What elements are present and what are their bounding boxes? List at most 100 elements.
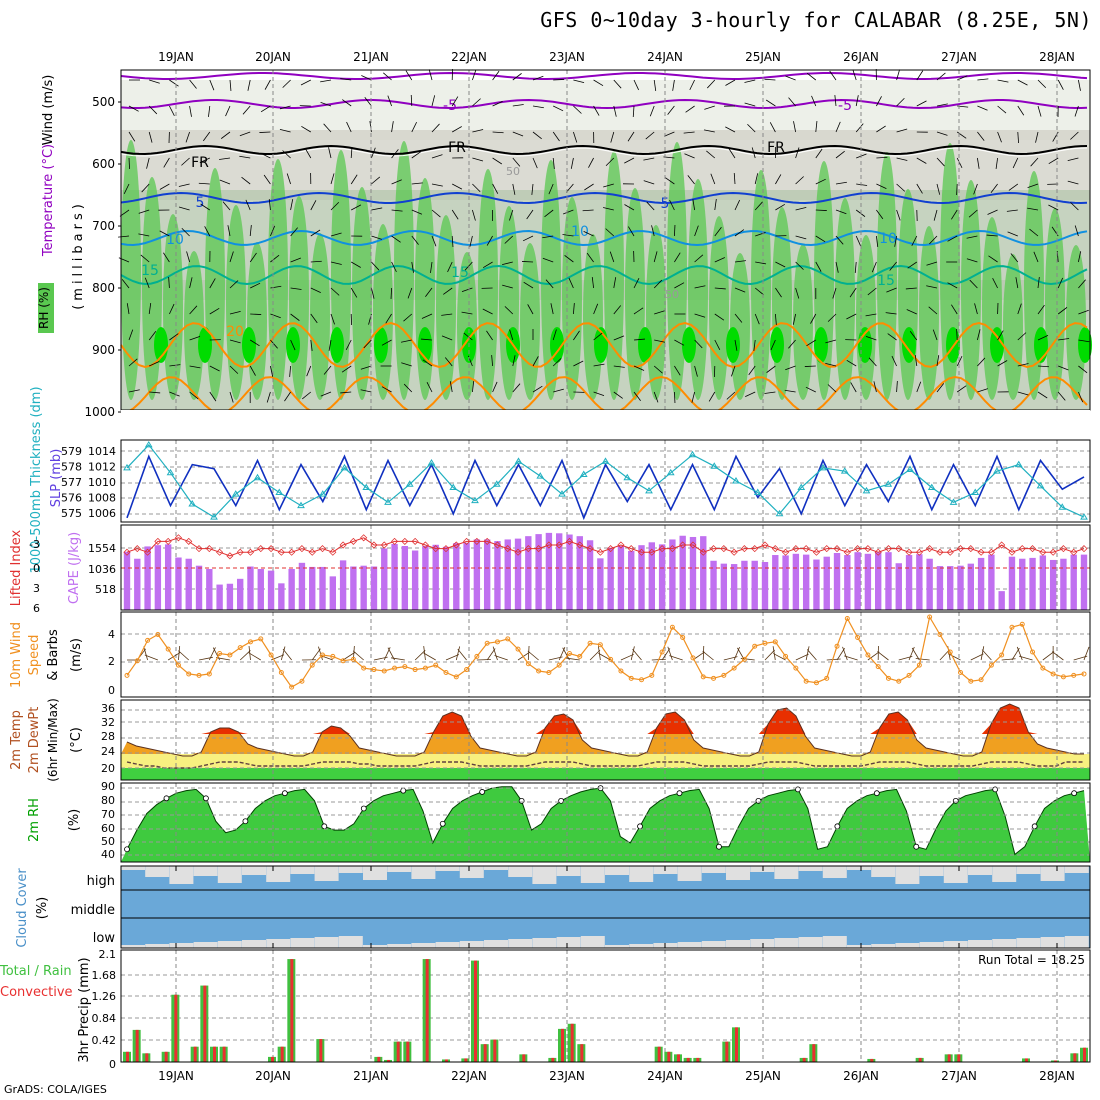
cloud-low-block [580,936,605,948]
wind-barb [672,79,675,91]
wind-barb [241,176,251,185]
rh-plume [1003,254,1023,400]
wind-barb [1037,277,1040,289]
wind-barb [769,122,776,133]
wind-barb [209,79,215,91]
rh-core [242,327,256,363]
li-marker [246,548,255,556]
wind10-marker [556,662,562,668]
li-marker [648,548,656,556]
date-label-bottom: 25JAN [745,1069,781,1083]
li-marker [812,548,821,556]
cape-bar [638,545,645,610]
cape-bar [319,566,326,610]
wind-barb [1057,277,1064,289]
wind-barb [1017,363,1029,367]
cape-bar [854,552,861,610]
wind-barb [189,391,199,400]
wind-barb [430,261,433,273]
thickness-marker [123,463,131,471]
wind-barb [745,391,756,398]
cloud-low-block [992,939,1017,948]
wind-barb [428,69,433,81]
precip-units: 3hr Precip (mm) [77,957,92,1062]
precip-conv-bar [319,1039,323,1062]
cloud-low-block [1016,938,1041,948]
wind-barb [889,261,897,271]
wind-barb [593,391,605,396]
slp-line [126,454,1085,521]
wind10-units: (m/s) [69,638,84,672]
wind-barb [793,121,796,133]
wind-barb [482,308,493,315]
cloud-high-block [363,866,387,880]
wind10-barb [445,654,460,661]
wind-barb [1070,202,1079,211]
wind-barb [330,201,340,211]
wind-barb [832,287,837,299]
wind-barb [734,229,745,237]
wind-barb [149,79,160,84]
wind10-barb [390,657,405,661]
wind10-marker [988,662,994,668]
wind10-marker [844,615,850,621]
wind10-marker [906,672,912,678]
cloud-low-block [847,945,871,948]
wind-barb [444,357,453,367]
cloud-high-block [895,866,920,884]
li-marker [298,545,306,553]
wind-barb [441,335,453,341]
thickness-marker [340,463,349,471]
wind10-marker [361,665,367,671]
wind-barb [788,339,796,349]
li-marker [154,537,162,545]
rh-core [1034,327,1048,363]
wind10-barb [877,651,889,661]
wind-barb [806,72,817,81]
cloud-low-block [338,936,363,948]
wind-barb [562,234,574,237]
wind-barb [846,359,857,367]
wind-barb [613,335,625,341]
wind-barb [654,339,666,343]
precip-conv-bar [213,1046,216,1062]
wind-barb [371,176,381,185]
li-marker [257,545,265,553]
wind-barb [532,157,538,169]
wind-barb [149,391,161,394]
pressure-tick: 600 [92,157,115,171]
wind10-barb [911,647,920,661]
wind-barb [548,183,554,195]
li-marker [421,541,429,549]
wind-barb [330,313,335,325]
wind-barb [552,329,557,341]
rh2m-units: (%) [67,809,82,832]
rh2m-label: 2m RH [27,798,42,842]
wind-barb [360,365,372,370]
precip-tick: 1.68 [92,969,117,982]
rh-core [770,327,784,363]
wind10-marker [566,651,572,656]
wind10-barb [144,654,159,661]
wind-barb [259,131,271,133]
wind-barb [383,72,392,81]
rh-contour-label: 50 [665,288,679,301]
date-label-top: 27JAN [941,50,977,64]
wind-barb [896,183,906,192]
rh-plume [268,159,288,400]
wind-barb [764,391,776,394]
precip-conv-bar [193,1046,197,1062]
wind10-marker [278,669,284,675]
wind10-marker [824,675,830,681]
wind-barb [997,79,1009,83]
rh-core [638,327,652,363]
thickness-marker [993,467,1001,474]
wind-barb [260,152,271,159]
cloud-low-block [314,937,339,948]
wind-barb [714,199,717,211]
isotherm-20 [120,321,1088,369]
li-marker [946,548,954,556]
wind-barb [229,365,239,374]
wind-barb [744,79,756,83]
wind-barb [323,365,332,375]
